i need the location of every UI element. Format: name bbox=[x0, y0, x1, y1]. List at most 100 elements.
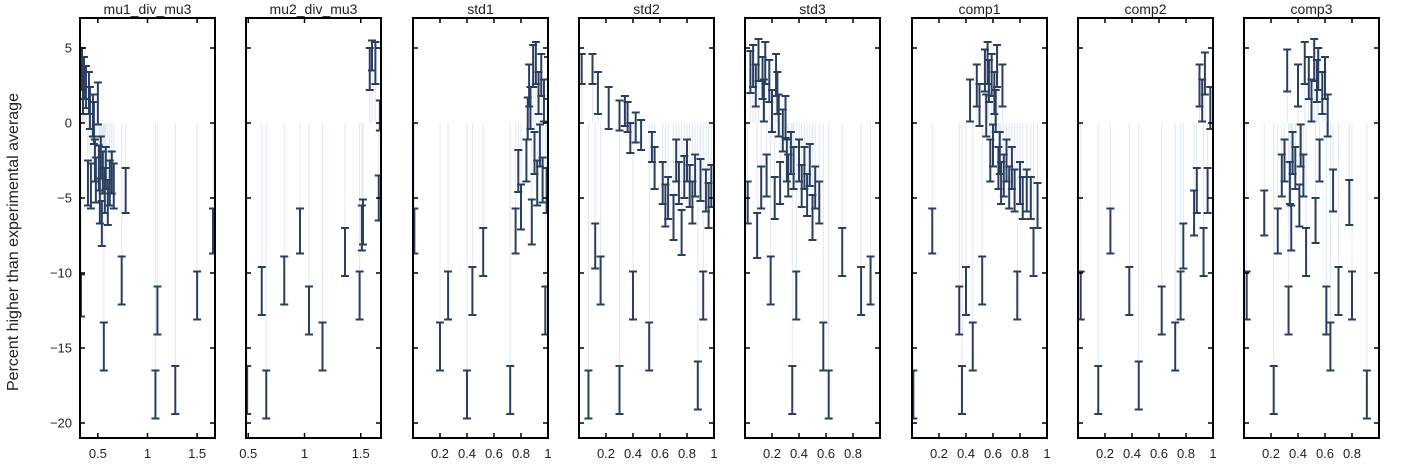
error-bar bbox=[1334, 266, 1343, 316]
error-bar bbox=[1176, 270, 1185, 321]
error-bar bbox=[171, 365, 180, 415]
error-bar bbox=[815, 180, 824, 225]
error-bar bbox=[955, 285, 964, 336]
panel-plot-area bbox=[579, 53, 714, 420]
x-tick-label: 1 bbox=[544, 446, 551, 461]
x-tick-label: 0.8 bbox=[1011, 446, 1029, 461]
error-bar bbox=[629, 270, 637, 321]
error-bar bbox=[615, 365, 624, 415]
error-bar bbox=[975, 83, 984, 127]
error-bar bbox=[542, 167, 548, 214]
error-bar bbox=[1010, 168, 1019, 213]
panel-plot-area bbox=[80, 47, 215, 420]
x-tick-label: 0.6 bbox=[1150, 446, 1168, 461]
error-bar bbox=[1291, 146, 1300, 190]
error-bar bbox=[866, 255, 875, 306]
error-bar bbox=[193, 270, 202, 321]
x-tick-label: 0.6 bbox=[651, 446, 669, 461]
error-bar bbox=[978, 255, 987, 306]
error-bar bbox=[699, 270, 708, 321]
error-bar bbox=[781, 95, 790, 139]
error-bar bbox=[1322, 285, 1331, 336]
error-bar bbox=[928, 207, 937, 255]
error-bar bbox=[773, 71, 782, 115]
panel-frame bbox=[744, 17, 881, 439]
error-bar bbox=[153, 285, 162, 336]
error-bar bbox=[615, 99, 624, 132]
panel-frame bbox=[578, 17, 715, 439]
x-tick-label: 1 bbox=[301, 446, 308, 461]
error-bar bbox=[962, 266, 970, 316]
panel-frame bbox=[1243, 17, 1380, 439]
panel-frame bbox=[245, 17, 382, 439]
error-bar bbox=[664, 176, 673, 220]
error-bar bbox=[637, 119, 646, 151]
x-tick-label: 0.2 bbox=[763, 446, 781, 461]
error-bar bbox=[762, 153, 771, 198]
error-bar bbox=[522, 138, 531, 183]
error-bar bbox=[593, 71, 602, 115]
error-bar bbox=[1179, 222, 1188, 270]
error-bar bbox=[993, 44, 1002, 88]
error-bar bbox=[588, 53, 597, 85]
error-bar bbox=[305, 285, 313, 336]
error-bar bbox=[1013, 270, 1022, 321]
y-tick-label: 5 bbox=[65, 41, 72, 56]
error-bar bbox=[584, 369, 593, 420]
panel-title: comp1 bbox=[958, 1, 1000, 17]
error-bar bbox=[1315, 138, 1324, 183]
error-bar bbox=[1033, 182, 1042, 229]
error-bar bbox=[413, 207, 419, 255]
error-bar bbox=[1269, 365, 1278, 415]
error-bar bbox=[766, 255, 775, 306]
panel-title: std3 bbox=[799, 1, 826, 17]
y-tick-label: −5 bbox=[57, 191, 72, 206]
error-bar bbox=[525, 63, 534, 108]
error-bar bbox=[93, 81, 102, 126]
error-bar bbox=[117, 255, 126, 306]
x-tick-label: 1 bbox=[1209, 446, 1216, 461]
error-bar bbox=[517, 183, 525, 231]
error-bar bbox=[1273, 207, 1282, 255]
error-bar bbox=[770, 176, 779, 220]
error-bar bbox=[1018, 176, 1027, 220]
x-tick-label: 0.2 bbox=[431, 446, 449, 461]
panel-comp3: 0.2 0.4 0.6 0.8 comp3 bbox=[1243, 1, 1380, 461]
error-bar bbox=[463, 369, 471, 420]
error-bar bbox=[479, 227, 488, 277]
error-bar bbox=[1299, 153, 1308, 198]
panel-title: mu1_div_mu3 bbox=[104, 1, 192, 17]
panel-mu1_div_mu3: 5 0 −5 −10 −15 −20 0.5 1 1.5 mu1_div_mu3 bbox=[50, 1, 216, 461]
error-bar bbox=[1326, 321, 1335, 372]
x-tick-label: 0.8 bbox=[1343, 446, 1361, 461]
error-bar bbox=[1287, 204, 1296, 252]
error-bar bbox=[757, 165, 766, 210]
panel-plot-area bbox=[745, 38, 875, 420]
error-bar bbox=[677, 209, 686, 256]
panel-title: comp2 bbox=[1124, 1, 1166, 17]
error-bar bbox=[280, 255, 289, 306]
error-bar bbox=[759, 78, 768, 123]
error-bar bbox=[1200, 51, 1209, 96]
x-tick-label: 0.6 bbox=[984, 446, 1002, 461]
x-tick-label: 0.8 bbox=[678, 446, 696, 461]
panel-std3: 0.2 0.4 0.6 0.8 std3 bbox=[744, 1, 881, 461]
error-bar bbox=[1329, 168, 1338, 213]
error-bar bbox=[506, 365, 515, 415]
error-bar bbox=[669, 194, 678, 241]
error-bar bbox=[209, 207, 215, 255]
error-bar bbox=[1199, 227, 1208, 277]
error-bar bbox=[1283, 48, 1292, 93]
error-bar bbox=[444, 270, 453, 321]
error-bar bbox=[626, 122, 635, 154]
error-bar bbox=[998, 63, 1007, 108]
error-bar bbox=[246, 365, 252, 415]
panel-plot-area bbox=[246, 39, 381, 420]
error-bar bbox=[811, 165, 820, 210]
error-bar bbox=[1284, 285, 1293, 336]
x-tick-label: 0.8 bbox=[1177, 446, 1195, 461]
error-bar bbox=[782, 138, 791, 183]
error-bar bbox=[1260, 189, 1269, 237]
panel-plot-area bbox=[912, 41, 1042, 420]
error-bar bbox=[674, 161, 683, 205]
